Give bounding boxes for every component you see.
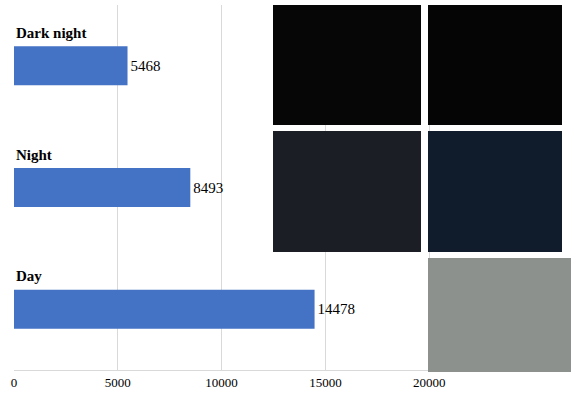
svg-text:15000: 15000 [309, 375, 342, 390]
svg-text:5000: 5000 [105, 375, 131, 390]
svg-text:10000: 10000 [205, 375, 238, 390]
svg-text:Night: Night [16, 147, 52, 163]
svg-text:20000: 20000 [413, 375, 446, 390]
svg-text:Day: Day [16, 268, 42, 284]
svg-text:Dark night: Dark night [16, 25, 86, 41]
svg-text:5468: 5468 [131, 58, 161, 74]
svg-text:0: 0 [11, 375, 18, 390]
svg-text:8493: 8493 [193, 180, 223, 196]
svg-text:14478: 14478 [318, 301, 356, 317]
